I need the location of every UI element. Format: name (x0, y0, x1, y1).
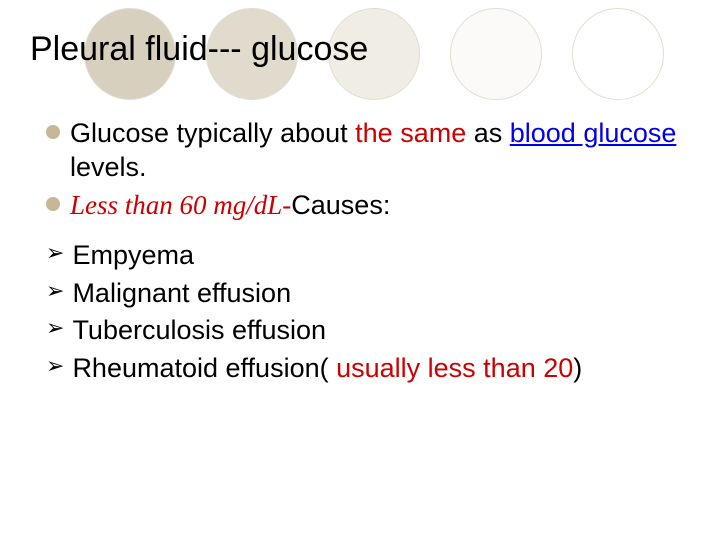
arrow-list: ➢ Empyema ➢ Malignant effusion ➢ Tuberculosis… (46, 238, 690, 385)
arrow-item: ➢ Empyema (46, 238, 690, 273)
text-segment: usually less than 20 (336, 353, 573, 383)
link-text: blood glucose (510, 118, 677, 148)
bullet-disc-icon (46, 125, 60, 139)
arrow-icon: ➢ (46, 353, 64, 379)
slide-title: Pleural fluid--- glucose (30, 30, 368, 69)
slide-body: Glucose typically about the same as bloo… (46, 116, 690, 388)
text-segment: ) (573, 353, 582, 383)
arrow-text: Rheumatoid effusion( usually less than 2… (72, 351, 582, 386)
bullet-item: Glucose typically about the same as bloo… (46, 116, 690, 184)
text-segment: Tuberculosis effusion (72, 315, 326, 345)
text-segment: Glucose typically about (70, 118, 355, 148)
arrow-text: Malignant effusion (72, 276, 291, 311)
bullet-disc-icon (46, 197, 60, 211)
text-segment: levels. (70, 152, 147, 182)
arrow-icon: ➢ (46, 240, 64, 266)
text-segment: Rheumatoid effusion( (72, 353, 336, 383)
bullet-text: Glucose typically about the same as bloo… (70, 116, 690, 184)
text-segment: Empyema (72, 240, 194, 270)
text-segment: Less than 60 mg/dL- (70, 190, 291, 220)
bullet-item: Less than 60 mg/dL-Causes: (46, 188, 690, 222)
bullet-text: Less than 60 mg/dL-Causes: (70, 188, 690, 222)
decor-circle (450, 8, 542, 100)
arrow-item: ➢ Tuberculosis effusion (46, 313, 690, 348)
text-segment: as (466, 118, 510, 148)
arrow-item: ➢ Malignant effusion (46, 276, 690, 311)
slide: Pleural fluid--- glucose Glucose typical… (0, 0, 720, 540)
arrow-item: ➢ Rheumatoid effusion( usually less than … (46, 351, 690, 386)
arrow-icon: ➢ (46, 278, 64, 304)
text-segment: Causes: (291, 190, 390, 220)
text-segment: Malignant effusion (72, 278, 291, 308)
arrow-icon: ➢ (46, 315, 64, 341)
decor-circle (572, 8, 664, 100)
text-segment: the same (355, 118, 466, 148)
arrow-text: Tuberculosis effusion (72, 313, 326, 348)
arrow-text: Empyema (72, 238, 194, 273)
bullet-list: Glucose typically about the same as bloo… (46, 116, 690, 222)
